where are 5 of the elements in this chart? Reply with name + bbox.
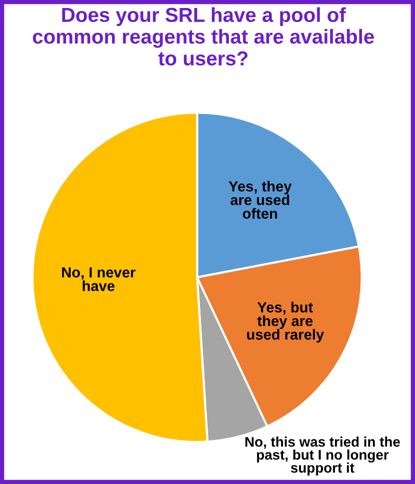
slice-label: No, this was tried in the past, but I no longer support it [245,436,400,476]
slice-label: No, I never have [62,267,136,292]
chart-title: Does your SRL have a pool of common reagents that are available to users? [32,7,374,66]
slice-label: Yes, but they are used rarely [247,302,324,343]
slice-label: Yes, they are used often [228,180,292,219]
